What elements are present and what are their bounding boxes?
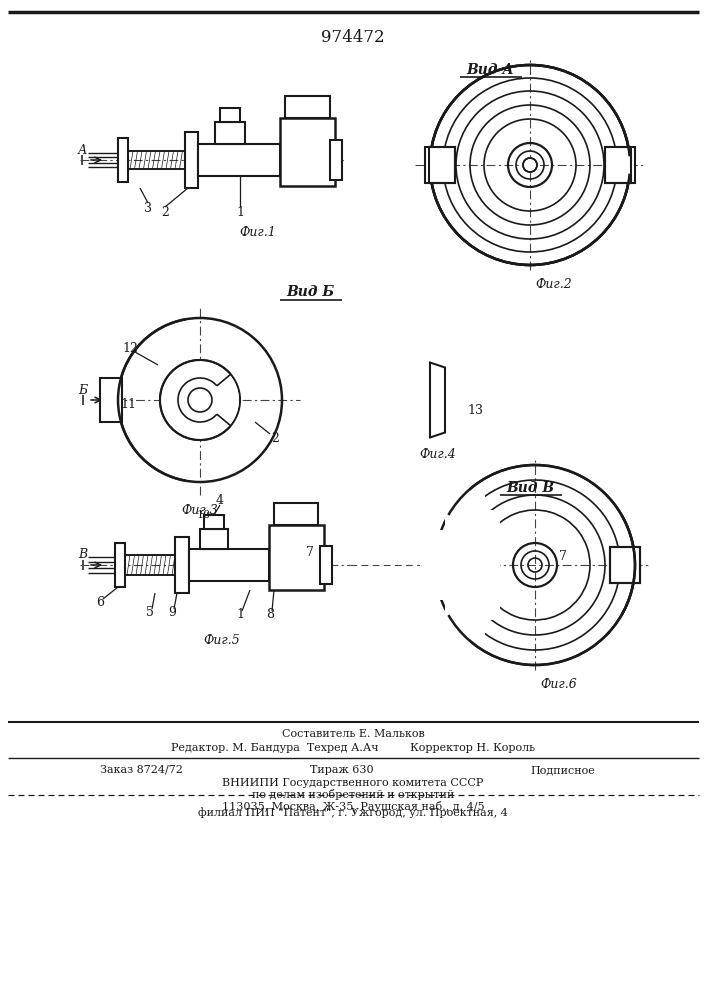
Text: Заказ 8724/72: Заказ 8724/72 <box>100 765 183 775</box>
Text: 10: 10 <box>197 510 211 520</box>
Bar <box>280 118 335 186</box>
Bar <box>175 537 189 593</box>
Bar <box>475 510 500 620</box>
Text: 6: 6 <box>96 596 104 609</box>
Text: Фиг.4: Фиг.4 <box>420 448 457 462</box>
Bar <box>285 96 330 118</box>
Text: В: В <box>78 548 88 562</box>
Bar <box>269 525 324 590</box>
Bar <box>420 530 460 600</box>
Text: 1: 1 <box>236 206 244 219</box>
Text: Вид В: Вид В <box>506 481 554 495</box>
Text: 11: 11 <box>120 398 136 412</box>
Bar <box>610 548 639 582</box>
Bar <box>605 147 631 183</box>
Text: 7: 7 <box>559 550 567 564</box>
Text: 13: 13 <box>467 403 483 416</box>
Bar <box>100 378 125 422</box>
Bar <box>118 138 128 182</box>
Text: 974472: 974472 <box>321 28 385 45</box>
Bar <box>605 147 635 183</box>
Bar <box>610 547 640 583</box>
Text: 2: 2 <box>271 432 279 444</box>
Bar <box>605 147 631 183</box>
Text: 5: 5 <box>146 606 154 619</box>
Text: Фиг.1: Фиг.1 <box>240 226 276 238</box>
Text: ВНИИПИ Государственного комитета СССР: ВНИИПИ Государственного комитета СССР <box>222 778 484 788</box>
Bar <box>605 147 635 183</box>
Text: Фиг.2: Фиг.2 <box>535 278 572 292</box>
Text: по делам изобретений и открытий: по делам изобретений и открытий <box>252 790 454 800</box>
Text: Б: Б <box>78 383 88 396</box>
Text: 12: 12 <box>122 342 138 355</box>
Text: 4: 4 <box>216 493 224 506</box>
Bar <box>189 549 269 581</box>
Text: Тираж 630: Тираж 630 <box>310 765 373 775</box>
Bar <box>610 547 640 583</box>
Text: Редактор. М. Бандура  Техред А.Ач         Корректор Н. Король: Редактор. М. Бандура Техред А.Ач Коррект… <box>171 743 535 753</box>
Text: 9: 9 <box>168 606 176 619</box>
Bar <box>200 529 228 549</box>
Text: 7: 7 <box>306 546 314 560</box>
Text: А: А <box>77 143 87 156</box>
Circle shape <box>161 361 239 439</box>
Text: 2: 2 <box>161 206 169 219</box>
Text: Составитель Е. Мальков: Составитель Е. Мальков <box>281 729 424 739</box>
Bar <box>220 108 240 122</box>
Bar <box>115 543 125 587</box>
Bar <box>460 495 485 635</box>
Text: 8: 8 <box>266 608 274 621</box>
Bar <box>204 515 224 529</box>
Bar <box>185 132 198 188</box>
Text: Вид Б: Вид Б <box>286 285 334 299</box>
Bar <box>330 140 342 180</box>
Text: Фиг.5: Фиг.5 <box>204 634 240 647</box>
Text: филиал ПИП "Патент", г. Ужгород, ул. Проектная, 4: филиал ПИП "Патент", г. Ужгород, ул. Про… <box>198 808 508 818</box>
Bar <box>445 480 470 650</box>
Circle shape <box>524 159 536 171</box>
Bar <box>425 147 455 183</box>
Text: Фиг.3: Фиг.3 <box>182 504 218 516</box>
Bar <box>215 122 245 144</box>
Bar <box>429 147 455 183</box>
Text: 3: 3 <box>144 202 152 215</box>
Text: Вид А: Вид А <box>466 63 514 77</box>
Bar <box>320 546 332 584</box>
Text: 1: 1 <box>236 608 244 621</box>
Bar <box>100 378 122 422</box>
Bar <box>425 147 455 183</box>
Bar <box>198 144 280 176</box>
Text: Фиг.6: Фиг.6 <box>540 678 577 692</box>
Bar <box>274 503 318 525</box>
Text: 113035, Москва, Ж-35, Раушская наб., д. 4/5: 113035, Москва, Ж-35, Раушская наб., д. … <box>222 802 484 812</box>
Bar <box>429 147 455 183</box>
Text: Подписное: Подписное <box>530 765 595 775</box>
